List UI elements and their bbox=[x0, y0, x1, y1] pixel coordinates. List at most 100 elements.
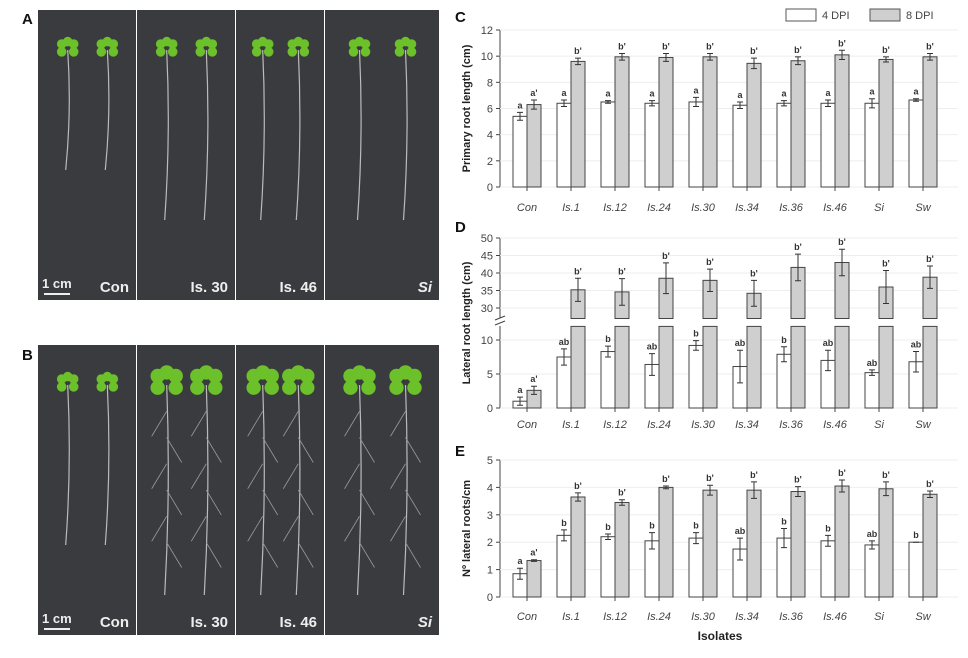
leaf bbox=[96, 382, 107, 392]
leaf bbox=[263, 47, 274, 57]
error-bar bbox=[781, 100, 787, 107]
lateral-root bbox=[405, 437, 421, 463]
category-label: Is.34 bbox=[735, 202, 759, 214]
photo-b-4: Si bbox=[325, 345, 439, 635]
category-label: Is.36 bbox=[779, 419, 804, 431]
error-bar bbox=[619, 499, 625, 506]
leaf bbox=[199, 365, 214, 380]
panel-label-a: A bbox=[22, 11, 33, 28]
category-label: Is.24 bbox=[647, 202, 671, 214]
root bbox=[164, 49, 169, 221]
significance-label: a bbox=[561, 88, 567, 98]
y-tick-label: 5 bbox=[487, 369, 493, 381]
error-bar bbox=[663, 262, 669, 295]
photo-b-3: Is. 46 bbox=[236, 345, 324, 635]
bar bbox=[702, 489, 718, 598]
chart-e: 0 1 2 3 4 5 Nº lateral roots/cm Isolates Con a a' I… bbox=[461, 455, 958, 643]
legend-label-8dpi: 8 DPI bbox=[906, 10, 934, 22]
bar bbox=[834, 325, 850, 409]
error-bar bbox=[663, 485, 669, 490]
significance-label: b bbox=[825, 523, 831, 533]
lateral-root bbox=[247, 463, 264, 489]
significance-label: b' bbox=[662, 251, 670, 261]
error-bar bbox=[517, 396, 523, 406]
legend-swatch-8dpi bbox=[869, 8, 901, 22]
category-label: Is.30 bbox=[691, 202, 716, 214]
error-bar bbox=[693, 96, 699, 108]
error-bar bbox=[883, 56, 889, 63]
category-label: Sw bbox=[915, 419, 931, 431]
error-bar bbox=[869, 98, 875, 109]
leaf bbox=[150, 380, 165, 395]
y-axis-label: Nº lateral roots/cm bbox=[461, 480, 473, 577]
error-bar bbox=[649, 532, 655, 550]
lateral-root bbox=[390, 411, 406, 437]
leaf bbox=[168, 380, 183, 395]
photo-a-1: Con 1 cm bbox=[38, 10, 136, 300]
significance-label: a bbox=[913, 87, 919, 97]
significance-label: b' bbox=[618, 488, 626, 498]
lateral-root bbox=[166, 542, 183, 568]
significance-label: b bbox=[781, 335, 787, 345]
bar bbox=[614, 56, 630, 188]
error-bar bbox=[561, 529, 567, 542]
photo-background bbox=[236, 10, 324, 300]
significance-label: b bbox=[561, 518, 567, 528]
significance-label: b' bbox=[574, 266, 582, 276]
significance-label: a bbox=[517, 100, 523, 110]
treatment-label: Is. 46 bbox=[279, 614, 317, 631]
error-bar bbox=[531, 99, 537, 110]
lateral-root bbox=[405, 542, 421, 568]
bar bbox=[526, 560, 542, 598]
treatment-label: Con bbox=[100, 279, 129, 296]
category-label: Is.36 bbox=[779, 202, 804, 214]
y-axis-label: Primary root length (cm) bbox=[461, 44, 473, 172]
category-label: Is.46 bbox=[823, 202, 848, 214]
significance-label: b bbox=[649, 521, 655, 531]
photo-b-1: Con 1 cm bbox=[38, 345, 136, 635]
root bbox=[356, 384, 362, 596]
significance-label: b' bbox=[838, 468, 846, 478]
error-bar bbox=[869, 369, 875, 376]
bar bbox=[702, 325, 718, 409]
bar bbox=[746, 325, 762, 409]
lateral-root bbox=[297, 437, 314, 463]
bar bbox=[600, 351, 616, 409]
lateral-root bbox=[405, 489, 421, 516]
y-tick-label: 0 bbox=[487, 403, 493, 415]
leaf bbox=[68, 382, 79, 392]
error-bar bbox=[737, 101, 743, 109]
panel-label-e: E bbox=[455, 443, 465, 460]
significance-label: b bbox=[781, 517, 787, 527]
significance-label: b' bbox=[618, 267, 626, 277]
bar bbox=[878, 488, 894, 598]
photo-panels: Con 1 cm Is. 30 Is. 46 Si Con 1 cm Is. 30 Is. 46… bbox=[38, 10, 439, 635]
error-bar bbox=[517, 111, 523, 121]
y-tick-label: 0 bbox=[487, 592, 493, 604]
category-label: Is.1 bbox=[562, 419, 580, 431]
root bbox=[295, 384, 301, 596]
photo-b-2: Is. 30 bbox=[137, 345, 235, 635]
lateral-root bbox=[262, 437, 279, 463]
error-bar bbox=[619, 278, 625, 306]
significance-label: b' bbox=[574, 481, 582, 491]
significance-label: b bbox=[693, 329, 699, 339]
lateral-root bbox=[390, 516, 406, 542]
significance-label: b' bbox=[838, 38, 846, 48]
leaf bbox=[251, 47, 262, 57]
significance-label: b' bbox=[794, 45, 802, 55]
significance-label: b' bbox=[662, 474, 670, 484]
photo-background bbox=[325, 10, 439, 300]
significance-label: b' bbox=[926, 254, 934, 264]
y-tick-label: 45 bbox=[481, 251, 493, 263]
root bbox=[104, 384, 110, 546]
significance-label: b' bbox=[926, 479, 934, 489]
lateral-root bbox=[262, 542, 279, 568]
significance-label: b' bbox=[794, 475, 802, 485]
category-label: Is.24 bbox=[647, 419, 671, 431]
leaf bbox=[161, 36, 172, 47]
photo-background bbox=[137, 10, 235, 300]
significance-label: a bbox=[825, 88, 831, 98]
lateral-root bbox=[205, 542, 222, 568]
